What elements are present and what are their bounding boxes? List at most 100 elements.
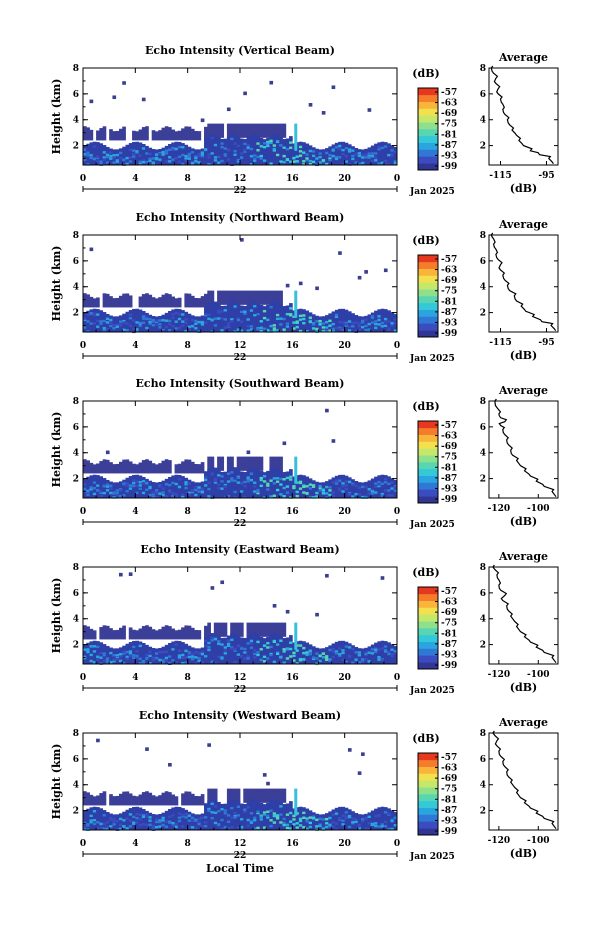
echo-cell (154, 648, 159, 664)
echo-cell (145, 317, 149, 321)
echo-cell (279, 160, 283, 163)
echo-cell (171, 309, 175, 332)
cloud-cell (177, 629, 182, 640)
cloud-cell (217, 622, 221, 637)
echo-cell (197, 822, 202, 826)
sparse-cell (128, 572, 133, 576)
echo-cell (308, 495, 313, 499)
cloud-cell (89, 129, 94, 141)
echo-cell (236, 814, 241, 817)
echo-cell (243, 495, 247, 499)
echo-cell (240, 329, 244, 332)
echo-cell (164, 145, 169, 165)
echo-cell (184, 661, 189, 664)
colorbar-unit: (dB) (412, 400, 439, 413)
echo-cell (92, 645, 97, 648)
echo-cell (370, 152, 375, 155)
echo-cell (233, 153, 238, 156)
profile-frame (488, 566, 559, 665)
echo-cell (135, 308, 140, 332)
echo-cell (213, 811, 218, 814)
panel-title: Echo Intensity (Southward Beam) (136, 377, 345, 390)
echo-cell (154, 818, 159, 821)
echo-cell (164, 650, 169, 653)
echo-cell (347, 643, 352, 664)
echo-cell (279, 317, 283, 320)
cloud-cell (259, 788, 264, 803)
echo-cell (272, 812, 277, 815)
echo-cell (92, 819, 97, 822)
echo-cell (269, 141, 274, 145)
echo-cell (96, 655, 100, 658)
echo-cell (325, 485, 329, 489)
echo-cell (302, 811, 306, 815)
echo-cell (92, 481, 97, 484)
echo-cell (89, 819, 94, 822)
echo-cell (240, 320, 244, 323)
echo-cell (158, 492, 162, 495)
echo-cell (220, 657, 225, 661)
echo-cell (279, 636, 283, 664)
echo-cell (171, 481, 175, 485)
echo-cell (328, 158, 332, 162)
echo-cell (92, 810, 97, 813)
echo-cell (96, 319, 100, 323)
colorbar-swatch (418, 316, 438, 324)
echo-cell (269, 305, 274, 309)
echo-cell (315, 495, 319, 499)
cloud-cell (279, 123, 283, 138)
echo-cell (135, 480, 140, 483)
echo-cell (135, 328, 140, 331)
echo-cell (122, 158, 126, 162)
echo-cell (328, 329, 332, 332)
echo-cell (311, 816, 316, 820)
echo-cell (266, 142, 270, 146)
colorbar-swatch (418, 455, 438, 463)
echo-cell (109, 813, 113, 830)
sparse-cell (243, 91, 247, 96)
echo-cell (256, 328, 261, 331)
echo-cell (347, 825, 352, 829)
echo-cell (145, 810, 149, 830)
profile-y-tick-label: 8 (480, 231, 486, 241)
echo-cell (213, 156, 218, 159)
cloud-cell (269, 456, 274, 471)
echo-cell (243, 306, 247, 332)
echo-cell (96, 489, 100, 492)
echo-cell (236, 158, 241, 162)
echo-cell (328, 824, 332, 828)
echo-cell (102, 652, 107, 655)
echo-cell (311, 815, 316, 818)
echo-cell (387, 494, 391, 497)
echo-cell (102, 659, 107, 662)
colorbar-frame (417, 87, 439, 171)
echo-cell (200, 813, 205, 830)
echo-cell (256, 800, 261, 830)
echo-cell (151, 149, 156, 165)
echo-cell (262, 480, 267, 483)
echo-cell (364, 816, 368, 820)
echo-cell (151, 318, 156, 322)
profile-x-tick-label: -115 (489, 338, 512, 348)
echo-cell (230, 647, 234, 651)
colorbar-swatch (418, 621, 438, 629)
echo-cell (161, 819, 166, 822)
cloud-cell (187, 625, 192, 640)
echo-cell (233, 467, 238, 498)
colorbar-swatch (418, 628, 438, 636)
cloud-cell (148, 460, 153, 474)
echo-cell (105, 660, 110, 664)
echo-cell (138, 487, 143, 490)
echo-cell (210, 152, 215, 155)
echo-cell (141, 317, 146, 320)
profile-x-label: (dB) (510, 847, 537, 860)
echo-cell (151, 157, 156, 160)
echo-cell (102, 485, 107, 488)
echo-cell (243, 150, 247, 153)
cloud-cell (141, 127, 146, 141)
echo-cell (338, 144, 342, 148)
echo-cell (370, 810, 375, 830)
colorbar-swatch (418, 482, 438, 490)
cloud-cell (249, 290, 254, 305)
